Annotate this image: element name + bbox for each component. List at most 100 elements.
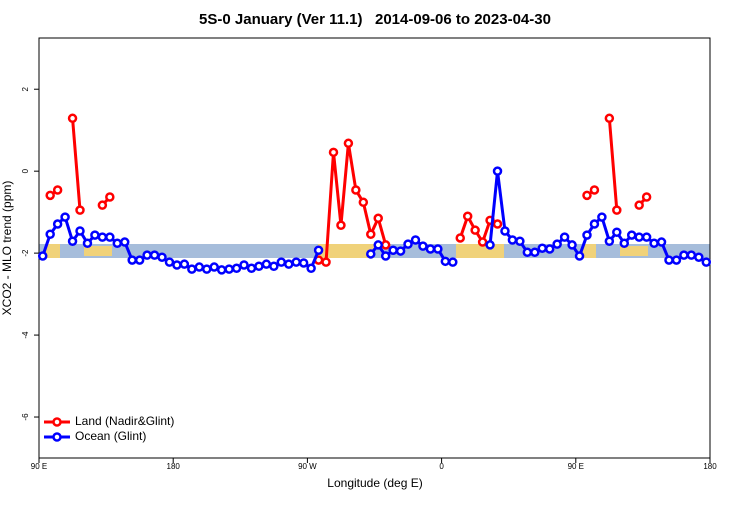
legend-label: Land (Nadir&Glint): [75, 414, 174, 428]
point: [582, 230, 592, 240]
x-axis-label: Longitude (deg E): [327, 476, 422, 490]
point: [119, 237, 130, 247]
point: [641, 192, 652, 202]
point: [671, 255, 682, 265]
plot-frame: [38, 37, 711, 459]
point: [187, 264, 197, 274]
point: [142, 250, 152, 260]
point: [246, 263, 257, 274]
point: [157, 252, 167, 262]
point: [52, 219, 63, 229]
point: [455, 233, 465, 243]
point: [179, 259, 190, 269]
point: [112, 238, 123, 249]
point: [45, 229, 55, 240]
point: [202, 264, 212, 274]
point: [373, 240, 383, 250]
point: [589, 219, 600, 229]
point: [515, 236, 525, 246]
point: [276, 257, 287, 267]
point: [470, 225, 480, 235]
point: [97, 200, 108, 210]
point: [492, 166, 503, 176]
point: [440, 256, 451, 267]
point: [522, 247, 533, 258]
point: [604, 113, 615, 124]
y-tick-label: -2: [21, 249, 30, 257]
y-tick-label: -4: [21, 331, 30, 339]
point: [261, 259, 272, 269]
legend-marker: [52, 432, 62, 442]
point: [664, 255, 674, 265]
point: [574, 251, 585, 261]
point: [45, 190, 55, 201]
point: [388, 245, 398, 256]
point: [686, 250, 697, 260]
point: [343, 138, 354, 149]
point: [291, 257, 301, 267]
point: [172, 260, 182, 270]
point: [530, 247, 540, 258]
x-tick-label: 90 W: [298, 462, 317, 471]
x-tick-label: 0: [439, 462, 444, 471]
point: [209, 262, 219, 272]
point: [306, 263, 316, 274]
point: [67, 236, 78, 246]
y-tick-label: 2: [21, 86, 30, 91]
point: [679, 250, 689, 260]
point: [328, 147, 339, 158]
point: [634, 200, 644, 210]
point: [351, 185, 361, 195]
point: [492, 219, 503, 229]
point: [105, 232, 115, 242]
point: [597, 212, 607, 222]
point: [373, 213, 383, 224]
point: [619, 238, 630, 249]
point: [52, 185, 63, 195]
land-band: [318, 244, 374, 258]
point: [612, 227, 622, 237]
point: [239, 260, 249, 270]
point: [656, 237, 667, 247]
point: [216, 265, 227, 275]
chart-title: 5S-0 January (Ver 11.1) 2014-09-06 to 20…: [199, 11, 551, 28]
point: [410, 235, 421, 245]
point: [544, 244, 555, 254]
point: [507, 235, 518, 245]
point: [418, 241, 428, 251]
point: [694, 252, 704, 262]
point: [97, 232, 108, 242]
x-tick-label: 90 E: [31, 462, 47, 471]
point: [60, 212, 70, 222]
point: [254, 261, 264, 271]
point: [485, 240, 495, 250]
point: [224, 264, 234, 274]
point: [462, 211, 473, 221]
point: [589, 185, 600, 195]
point: [82, 238, 93, 249]
point: [298, 258, 309, 268]
point: [321, 257, 331, 267]
point: [105, 192, 115, 202]
land-band: [46, 244, 60, 258]
point: [649, 238, 659, 249]
point: [164, 257, 175, 267]
point: [75, 205, 85, 215]
legend-label: Ocean (Glint): [75, 429, 146, 443]
point: [366, 229, 376, 240]
point: [448, 257, 458, 267]
point: [567, 240, 577, 250]
point: [433, 244, 443, 254]
point: [90, 230, 100, 240]
point: [559, 232, 570, 242]
y-axis-label: XCO2 - MLO trend (ppm): [0, 181, 14, 316]
point: [634, 232, 644, 242]
point: [127, 255, 137, 265]
x-tick-label: 180: [703, 462, 717, 471]
point: [500, 226, 510, 236]
land-band: [620, 246, 648, 256]
point: [358, 197, 369, 208]
point: [582, 190, 592, 201]
point: [537, 243, 547, 253]
point: [552, 239, 562, 249]
